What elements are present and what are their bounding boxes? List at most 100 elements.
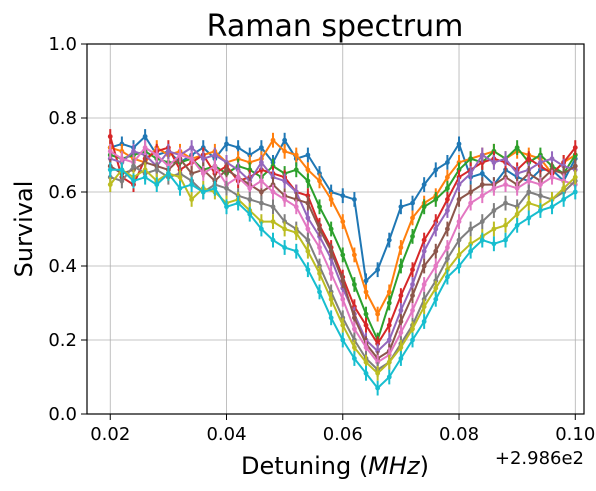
series-7-point-36 <box>526 189 532 195</box>
series-8-point-36 <box>526 200 532 206</box>
series-4-point-5 <box>165 148 171 154</box>
series-7-point-37 <box>538 193 543 199</box>
y-tick-label-5: 1.0 <box>48 34 77 55</box>
series-1-point-29 <box>444 174 450 180</box>
series-9-point-12 <box>247 211 253 217</box>
x-axis-label: Detuning (MHz) <box>241 452 429 480</box>
series-4-point-15 <box>282 178 288 184</box>
series-8-point-33 <box>491 226 497 232</box>
series-0-point-27 <box>421 182 427 188</box>
series-9-point-9 <box>212 185 218 191</box>
series-0-point-26 <box>410 200 415 206</box>
series-6-point-38 <box>549 174 555 180</box>
series-3-point-29 <box>444 197 450 202</box>
series-9-point-24 <box>386 374 392 380</box>
series-1-point-14 <box>270 137 276 143</box>
series-7-point-13 <box>258 200 264 206</box>
series-9-point-25 <box>398 356 404 361</box>
x-tick-label-0: 0.02 <box>90 424 130 445</box>
series-9-point-34 <box>503 237 508 243</box>
series-6-point-33 <box>491 185 497 191</box>
x-axis-label-prefix: Detuning ( <box>241 452 368 480</box>
series-8-point-15 <box>282 226 288 232</box>
series-0-point-20 <box>340 193 346 199</box>
series-9-point-15 <box>282 245 288 250</box>
series-6-point-27 <box>421 282 427 287</box>
series-6-point-6 <box>177 152 183 158</box>
series-9-point-18 <box>317 289 322 295</box>
x-axis-label-unit: MHz <box>368 452 421 480</box>
series-9-point-27 <box>421 319 427 324</box>
series-8-point-7 <box>189 197 195 202</box>
series-6-point-7 <box>189 156 195 162</box>
series-4-point-33 <box>491 160 497 165</box>
series-2-point-31 <box>468 156 474 162</box>
series-0-point-23 <box>375 267 381 273</box>
series-6-point-20 <box>340 296 346 302</box>
series-9-point-6 <box>177 185 183 191</box>
series-8-point-35 <box>514 211 520 217</box>
series-3-point-25 <box>398 293 404 298</box>
series-1-point-24 <box>386 289 392 295</box>
series-9-point-16 <box>293 248 299 254</box>
series-6-point-8 <box>200 171 206 176</box>
series-2-point-28 <box>433 197 439 202</box>
series-6-point-21 <box>351 326 357 332</box>
series-4-point-29 <box>444 208 450 213</box>
series-5-point-26 <box>410 293 415 298</box>
series-9-point-10 <box>224 204 229 210</box>
series-6-point-13 <box>258 178 264 184</box>
series-8-point-21 <box>351 345 357 350</box>
series-6 <box>107 140 578 370</box>
y-tick-label-1: 0.2 <box>48 330 77 351</box>
series-5-point-28 <box>433 248 439 254</box>
series-2-point-20 <box>340 252 346 258</box>
series-5-point-20 <box>340 278 346 284</box>
y-tick-label-4: 0.8 <box>48 108 77 129</box>
series-4-point-38 <box>549 156 555 162</box>
series-6-point-3 <box>142 145 148 151</box>
series-8-point-17 <box>305 248 311 254</box>
series-9 <box>107 162 578 396</box>
series-9-point-21 <box>351 356 357 361</box>
series-7-point-2 <box>131 163 136 169</box>
series-6-point-22 <box>363 345 369 350</box>
series-2-point-22 <box>363 311 369 317</box>
x-tick-label-2: 0.06 <box>323 424 363 445</box>
series-3-point-24 <box>386 322 392 328</box>
series-6-point-16 <box>293 204 299 210</box>
series-1-point-25 <box>398 245 404 250</box>
series-6-point-4 <box>154 152 160 158</box>
series-6-point-37 <box>538 182 543 188</box>
x-tick-label-4: 0.10 <box>555 424 595 445</box>
series-7-point-12 <box>247 197 253 202</box>
series-0-point-13 <box>258 145 264 151</box>
series-8-point-39 <box>561 185 567 191</box>
series-4-point-30 <box>456 182 462 188</box>
chart-title: Raman spectrum <box>207 9 464 44</box>
series-9-point-1 <box>119 167 125 173</box>
x-offset-label: +2.986e2 <box>495 448 584 469</box>
series-8-point-25 <box>398 345 404 350</box>
series-4-point-37 <box>538 160 543 165</box>
series-8-point-16 <box>293 230 299 236</box>
series-5-point-18 <box>317 226 322 232</box>
series-6-point-0 <box>107 148 113 154</box>
series-8-point-24 <box>386 359 392 365</box>
series-8-point-28 <box>433 285 439 291</box>
series-2-point-29 <box>444 185 450 191</box>
series-8-point-34 <box>503 222 508 228</box>
series-4-point-28 <box>433 226 439 232</box>
series-9-point-14 <box>270 237 276 243</box>
series-2-point-24 <box>386 300 392 306</box>
series-9-point-2 <box>131 178 136 184</box>
series-1-point-26 <box>410 215 415 221</box>
series-6-point-32 <box>479 193 485 199</box>
series-5-point-25 <box>398 319 404 324</box>
series-6-point-28 <box>433 263 439 269</box>
series-0-point-28 <box>433 167 439 173</box>
series-7-point-29 <box>444 256 450 261</box>
series-0-point-25 <box>398 204 404 210</box>
series-9-point-13 <box>258 226 264 232</box>
series-8-point-6 <box>177 174 183 180</box>
